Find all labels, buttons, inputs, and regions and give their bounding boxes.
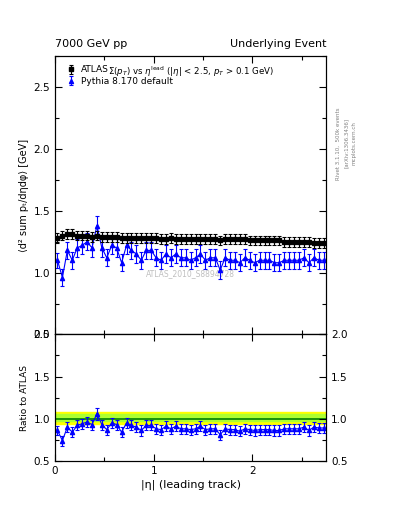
Text: Underlying Event: Underlying Event	[230, 38, 326, 49]
Text: $\Sigma(p_T)$ vs $\eta^{\mathrm{lead}}$ ($|\eta|$ < 2.5, $p_T$ > 0.1 GeV): $\Sigma(p_T)$ vs $\eta^{\mathrm{lead}}$ …	[108, 65, 274, 79]
Y-axis label: Ratio to ATLAS: Ratio to ATLAS	[20, 365, 29, 431]
Text: [arXiv:1306.3436]: [arXiv:1306.3436]	[344, 118, 349, 168]
Legend: ATLAS, Pythia 8.170 default: ATLAS, Pythia 8.170 default	[62, 63, 175, 88]
Text: mcplots.cern.ch: mcplots.cern.ch	[352, 121, 357, 165]
Text: Rivet 3.1.10,  500k events: Rivet 3.1.10, 500k events	[336, 107, 341, 180]
Text: ATLAS_2010_S8894728: ATLAS_2010_S8894728	[146, 269, 235, 278]
Text: 7000 GeV pp: 7000 GeV pp	[55, 38, 127, 49]
Y-axis label: ⟨d² sum pₜ/dηdφ⟩ [GeV]: ⟨d² sum pₜ/dηdφ⟩ [GeV]	[19, 139, 29, 252]
X-axis label: |η| (leading track): |η| (leading track)	[141, 480, 241, 490]
